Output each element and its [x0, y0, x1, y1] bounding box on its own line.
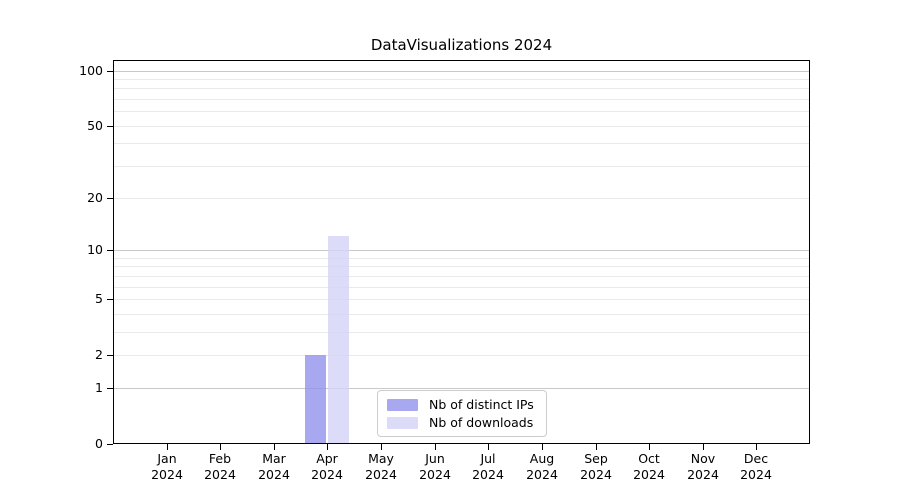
- bar-distinct-ips: [305, 355, 326, 443]
- x-tick-mark: [703, 444, 704, 450]
- x-tick-label: Jan 2024: [151, 451, 183, 482]
- major-gridline: [114, 198, 809, 199]
- y-tick-label: 2: [95, 347, 103, 362]
- minor-gridline: [114, 79, 809, 80]
- x-tick-label: May 2024: [365, 451, 397, 482]
- minor-gridline: [114, 276, 809, 277]
- y-tick-mark: [107, 126, 113, 127]
- x-tick-mark: [327, 444, 328, 450]
- y-tick-mark: [107, 444, 113, 445]
- y-tick-label: 100: [79, 63, 103, 78]
- x-tick-mark: [649, 444, 650, 450]
- major-gridline: [114, 250, 809, 251]
- x-tick-label: Sep 2024: [580, 451, 612, 482]
- minor-gridline: [114, 314, 809, 315]
- major-gridline: [114, 355, 809, 356]
- x-tick-label: Nov 2024: [687, 451, 719, 482]
- legend-swatch-distinct-ips-icon: [387, 398, 418, 411]
- y-tick-label: 5: [95, 291, 103, 306]
- x-tick-label: Feb 2024: [204, 451, 236, 482]
- x-tick-label: Mar 2024: [258, 451, 290, 482]
- y-tick-mark: [107, 355, 113, 356]
- x-tick-mark: [756, 444, 757, 450]
- legend-item-distinct-ips: Nb of distinct IPs: [387, 396, 546, 412]
- major-gridline: [114, 71, 809, 72]
- y-tick-mark: [107, 299, 113, 300]
- major-gridline: [114, 388, 809, 389]
- y-tick-label: 10: [87, 242, 103, 257]
- major-gridline: [114, 126, 809, 127]
- y-tick-label: 20: [87, 190, 103, 205]
- plot-area: [113, 60, 810, 444]
- y-tick-mark: [107, 388, 113, 389]
- x-tick-label: Oct 2024: [633, 451, 665, 482]
- legend: Nb of distinct IPs Nb of downloads: [377, 390, 547, 437]
- minor-gridline: [114, 266, 809, 267]
- x-tick-label: Aug 2024: [526, 451, 558, 482]
- y-tick-mark: [107, 71, 113, 72]
- legend-item-downloads: Nb of downloads: [387, 414, 546, 430]
- x-tick-mark: [542, 444, 543, 450]
- minor-gridline: [114, 111, 809, 112]
- minor-gridline: [114, 143, 809, 144]
- x-tick-label: Jul 2024: [472, 451, 504, 482]
- x-tick-mark: [220, 444, 221, 450]
- x-tick-mark: [435, 444, 436, 450]
- x-tick-mark: [596, 444, 597, 450]
- bar-downloads: [328, 236, 349, 443]
- x-tick-mark: [274, 444, 275, 450]
- x-tick-mark: [488, 444, 489, 450]
- legend-label-distinct-ips: Nb of distinct IPs: [429, 396, 534, 412]
- chart-title: DataVisualizations 2024: [370, 36, 553, 54]
- x-tick-label: Apr 2024: [311, 451, 343, 482]
- x-tick-label: Dec 2024: [740, 451, 772, 482]
- minor-gridline: [114, 88, 809, 89]
- y-tick-mark: [107, 250, 113, 251]
- major-gridline: [114, 299, 809, 300]
- minor-gridline: [114, 166, 809, 167]
- y-tick-mark: [107, 198, 113, 199]
- x-tick-label: Jun 2024: [419, 451, 451, 482]
- minor-gridline: [114, 258, 809, 259]
- minor-gridline: [114, 332, 809, 333]
- minor-gridline: [114, 287, 809, 288]
- x-tick-mark: [381, 444, 382, 450]
- legend-label-downloads: Nb of downloads: [429, 414, 534, 430]
- y-tick-label: 1: [95, 380, 103, 395]
- y-tick-label: 0: [95, 436, 103, 451]
- y-tick-label: 50: [87, 118, 103, 133]
- minor-gridline: [114, 99, 809, 100]
- x-tick-mark: [167, 444, 168, 450]
- legend-swatch-downloads-icon: [387, 416, 418, 429]
